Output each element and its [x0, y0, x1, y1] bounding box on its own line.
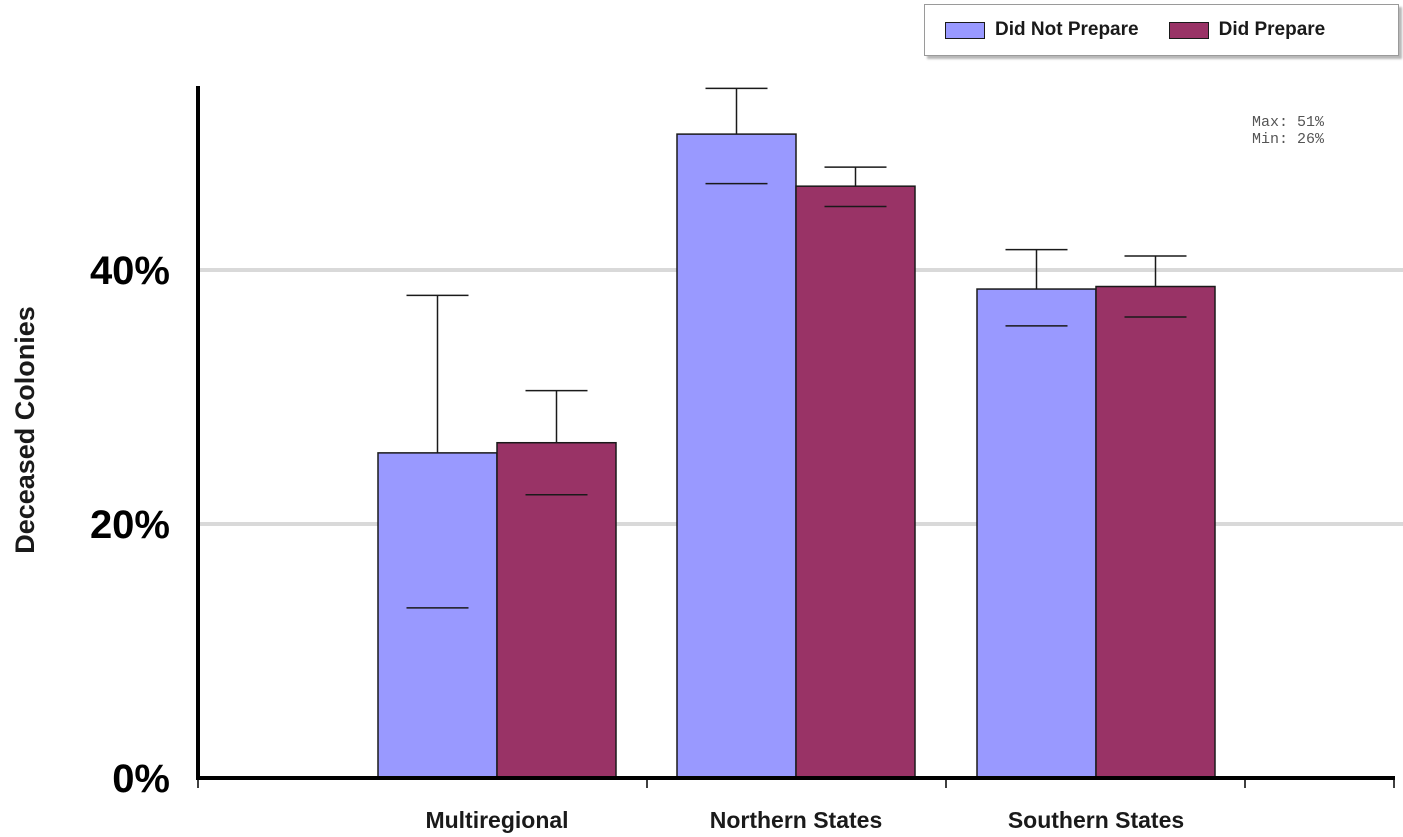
max-annotation: Max: 51%: [1252, 114, 1325, 131]
x-category-label: Northern States: [710, 807, 883, 833]
y-tick-label: 0%: [112, 757, 170, 801]
legend: Did Not Prepare Did Prepare: [924, 4, 1399, 56]
x-category-label: Southern States: [1008, 807, 1184, 833]
legend-label-did-not-prepare: Did Not Prepare: [995, 19, 1139, 40]
bar: [377, 452, 498, 779]
bar: [676, 133, 797, 779]
bar: [795, 185, 916, 779]
y-axis-title: Deceased Colonies: [10, 306, 40, 554]
bar: [1095, 285, 1216, 779]
stats-annotation: Max: 51% Min: 26%: [1252, 114, 1324, 148]
y-tick-label: 20%: [90, 503, 170, 547]
legend-item-did-prepare: Did Prepare: [1168, 19, 1326, 41]
legend-label-did-prepare: Did Prepare: [1218, 19, 1326, 40]
min-annotation: Min: 26%: [1252, 131, 1325, 148]
legend-item-did-not-prepare: Did Not Prepare: [945, 19, 1139, 41]
bar: [976, 288, 1097, 779]
y-tick-label: 40%: [90, 249, 170, 293]
legend-swatch-did-not-prepare: [945, 21, 985, 39]
legend-swatch-did-prepare: [1168, 21, 1209, 39]
x-category-label: Multiregional: [425, 807, 568, 833]
bar: [496, 441, 617, 779]
